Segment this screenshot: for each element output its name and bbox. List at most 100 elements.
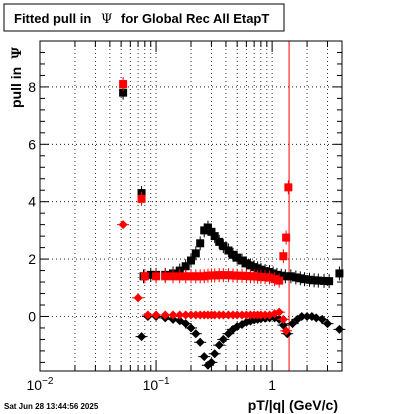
x-axis-title: pT/|q| (GeV/c) bbox=[248, 397, 338, 413]
data-point-square bbox=[137, 194, 146, 203]
title-box: Fitted pull in Ψ for Global Rec All Etap… bbox=[3, 3, 285, 32]
x-tick-label: 10−2 bbox=[27, 376, 54, 393]
data-point-square bbox=[210, 271, 219, 280]
data-point-square bbox=[279, 252, 288, 261]
data-point-square bbox=[237, 271, 246, 280]
x-tick-label-base: 10 bbox=[27, 377, 43, 393]
data-point-diamond bbox=[118, 220, 128, 230]
data-point-square bbox=[286, 272, 295, 281]
data-point-square bbox=[320, 276, 329, 285]
data-point-square bbox=[256, 265, 265, 274]
data-point-diamond bbox=[160, 310, 170, 320]
data-point-square bbox=[261, 273, 270, 282]
data-point-diamond bbox=[274, 307, 284, 317]
data-point-square bbox=[305, 275, 314, 284]
data-point-square bbox=[146, 270, 155, 279]
data-point-square bbox=[196, 272, 205, 281]
data-point-diamond bbox=[199, 352, 209, 362]
data-point-square bbox=[335, 269, 344, 278]
data-point-diamond bbox=[317, 314, 327, 324]
y-axis-title-psi: Ψ bbox=[10, 47, 25, 59]
data-point-diamond bbox=[214, 340, 224, 350]
timestamp: Sat Jun 28 13:44:56 2025 bbox=[4, 402, 99, 411]
data-point-square bbox=[270, 275, 279, 284]
data-point-diamond bbox=[168, 310, 178, 320]
x-tick-label-exponent: −2 bbox=[42, 376, 54, 387]
data-point-square bbox=[272, 270, 281, 279]
title-prefix: Fitted pull in bbox=[14, 11, 91, 26]
data-point-square bbox=[175, 272, 184, 281]
data-point-diamond bbox=[210, 349, 220, 359]
data-point-square bbox=[219, 242, 228, 251]
data-point-square bbox=[300, 275, 309, 284]
data-point-diamond bbox=[186, 323, 196, 333]
x-tick-label: 10−1 bbox=[143, 376, 170, 393]
data-point-square bbox=[275, 276, 284, 285]
data-point-diamond bbox=[281, 326, 291, 336]
data-point-square bbox=[242, 259, 251, 268]
data-point-diamond bbox=[322, 319, 332, 329]
data-point-diamond bbox=[195, 337, 205, 347]
data-point-diamond bbox=[191, 329, 201, 339]
data-point-square bbox=[215, 237, 224, 246]
plot-frame bbox=[39, 40, 343, 372]
data-point-diamond bbox=[133, 293, 143, 303]
title-psi-symbol: Ψ bbox=[101, 12, 112, 27]
data-point-square bbox=[256, 272, 265, 281]
y-axis-title: pull in Ψ bbox=[8, 47, 25, 108]
data-point-square bbox=[187, 256, 195, 265]
data-point-square bbox=[152, 272, 161, 281]
data-point-square bbox=[228, 271, 237, 280]
data-point-square bbox=[203, 223, 212, 232]
y-tick-label: 6 bbox=[28, 136, 36, 152]
y-tick-label: 0 bbox=[28, 308, 36, 324]
y-tick-label: 8 bbox=[28, 79, 36, 95]
data-point-square bbox=[228, 250, 237, 259]
data-point-square bbox=[265, 273, 274, 282]
data-point-square bbox=[237, 256, 246, 265]
data-point-square bbox=[207, 227, 216, 236]
x-tick-label-base: 1 bbox=[268, 377, 276, 393]
data-point-diamond bbox=[206, 357, 216, 367]
data-point-diamond bbox=[278, 314, 288, 324]
data-point-square bbox=[210, 232, 219, 241]
data-point-square bbox=[314, 276, 323, 285]
data-point-diamond bbox=[334, 324, 344, 334]
data-point-square bbox=[140, 272, 149, 281]
data-point-square bbox=[284, 183, 293, 192]
data-point-diamond bbox=[143, 310, 153, 320]
data-point-square bbox=[296, 274, 305, 283]
data-point-diamond bbox=[151, 310, 161, 320]
data-point-square bbox=[119, 80, 128, 89]
data-point-square bbox=[310, 276, 319, 285]
data-point-square bbox=[191, 249, 200, 258]
data-point-diamond bbox=[218, 334, 228, 344]
data-point-diamond bbox=[181, 319, 191, 329]
data-point-square bbox=[277, 271, 286, 280]
data-point-square bbox=[233, 253, 242, 262]
data-point-diamond bbox=[137, 332, 147, 342]
data-point-square bbox=[219, 271, 228, 280]
data-point-square bbox=[233, 271, 242, 280]
data-point-square bbox=[191, 272, 200, 281]
y-tick-label: 4 bbox=[28, 194, 36, 210]
x-tick-label: 1 bbox=[268, 377, 276, 393]
x-tick-label-base: 10 bbox=[143, 377, 159, 393]
data-points bbox=[117, 77, 346, 370]
data-point-square bbox=[224, 246, 233, 255]
data-point-square bbox=[181, 272, 190, 281]
data-point-square bbox=[242, 272, 251, 281]
data-point-square bbox=[281, 272, 290, 281]
data-point-diamond bbox=[288, 319, 298, 329]
data-point-square bbox=[161, 272, 170, 281]
title-suffix: for Global Rec All EtapT bbox=[121, 11, 269, 26]
data-point-square bbox=[215, 271, 224, 280]
data-point-diamond bbox=[311, 313, 321, 323]
data-point-square bbox=[282, 233, 291, 242]
data-point-square bbox=[291, 273, 300, 282]
data-point-square bbox=[169, 272, 178, 281]
y-axis-title-prefix: pull in bbox=[8, 67, 24, 108]
data-point-square bbox=[119, 88, 128, 97]
